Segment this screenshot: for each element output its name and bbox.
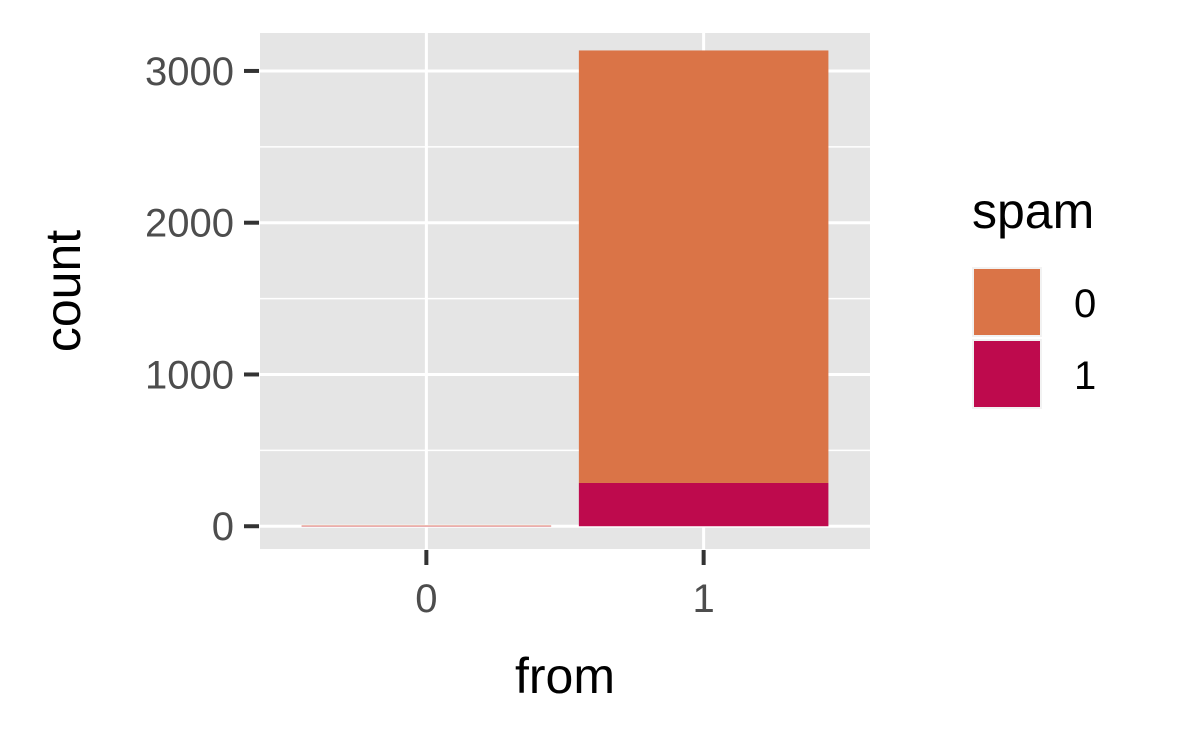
bar-1-spam-0	[578, 50, 829, 483]
bars	[301, 50, 829, 527]
x-tick-label: 1	[693, 577, 715, 621]
y-tick-label: 1000	[145, 353, 234, 397]
y-axis-title: count	[35, 230, 91, 352]
legend-key-spam-0	[974, 269, 1040, 335]
legend-title: spam	[972, 183, 1094, 239]
bar-0-spam-0	[301, 525, 552, 527]
legend-label-spam-0: 0	[1074, 282, 1096, 326]
x-tick-label: 0	[415, 577, 437, 621]
bar-1-spam-1	[578, 482, 829, 527]
y-tick-label: 2000	[145, 202, 234, 246]
y-axis: 0 1000 2000 3000	[145, 50, 259, 549]
legend-key-spam-1	[974, 341, 1040, 407]
y-tick-label: 0	[212, 505, 234, 549]
legend-label-spam-1: 1	[1074, 354, 1096, 398]
x-axis-title: from	[515, 648, 615, 704]
y-tick-label: 3000	[145, 50, 234, 94]
legend: spam 0 1	[972, 183, 1096, 409]
